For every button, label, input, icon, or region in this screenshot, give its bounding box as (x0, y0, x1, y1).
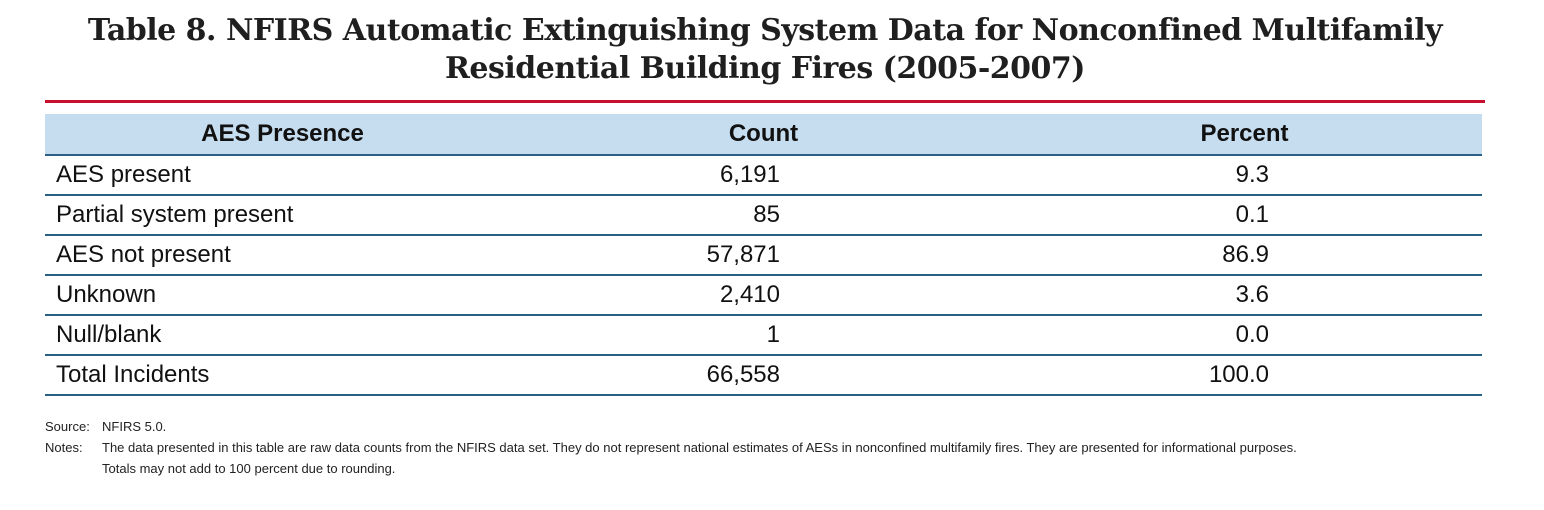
row-label: AES present (45, 155, 520, 196)
row-percent: 3.6 (1007, 275, 1482, 316)
title-rule (45, 100, 1485, 103)
row-label: Unknown (45, 275, 520, 316)
notes-note: Notes: The data presented in this table … (45, 437, 1505, 458)
row-count: 1 (520, 315, 1007, 356)
notes-continuation: Totals may not add to 100 percent due to… (45, 458, 1505, 479)
table-row: AES not present 57,871 86.9 (45, 235, 1482, 276)
row-percent: 9.3 (1007, 155, 1482, 196)
table-header-row: AES Presence Count Percent (45, 114, 1482, 156)
table-title-line-1: Table 8. NFIRS Automatic Extinguishing S… (87, 13, 1443, 48)
row-percent: 0.0 (1007, 315, 1482, 356)
source-label: Source: (45, 419, 90, 434)
notes-text-line-1: The data presented in this table are raw… (102, 440, 1297, 455)
notes-label: Notes: (45, 440, 83, 455)
table-title-line-2: Residential Building Fires (2005-2007) (444, 51, 1086, 86)
row-percent: 86.9 (1007, 235, 1482, 276)
source-text: NFIRS 5.0. (102, 419, 167, 434)
row-label: Null/blank (45, 315, 520, 356)
source-note: Source: NFIRS 5.0. (45, 416, 1505, 437)
table-row: Null/blank 1 0.0 (45, 315, 1482, 356)
table-row: Unknown 2,410 3.6 (45, 275, 1482, 316)
row-percent: 100.0 (1007, 355, 1482, 396)
table-row: Partial system present 85 0.1 (45, 195, 1482, 236)
row-count: 66,558 (520, 355, 1007, 396)
row-label: Partial system present (45, 195, 520, 236)
row-label: Total Incidents (45, 355, 520, 396)
row-count: 2,410 (520, 275, 1007, 316)
notes-text-line-2: Totals may not add to 100 percent due to… (102, 461, 396, 476)
header-count: Count (520, 114, 1007, 156)
header-percent: Percent (1007, 114, 1482, 156)
header-aes-presence: AES Presence (45, 114, 520, 156)
footnotes: Source: NFIRS 5.0. Notes: The data prese… (45, 416, 1505, 479)
table-row-total: Total Incidents 66,558 100.0 (45, 355, 1482, 396)
table-row: AES present 6,191 9.3 (45, 155, 1482, 196)
row-label: AES not present (45, 235, 520, 276)
row-count: 6,191 (520, 155, 1007, 196)
row-percent: 0.1 (1007, 195, 1482, 236)
aes-data-table: AES Presence Count Percent AES present 6… (45, 114, 1482, 396)
row-count: 85 (520, 195, 1007, 236)
table-title: Table 8. NFIRS Automatic Extinguishing S… (0, 12, 1530, 88)
row-count: 57,871 (520, 235, 1007, 276)
